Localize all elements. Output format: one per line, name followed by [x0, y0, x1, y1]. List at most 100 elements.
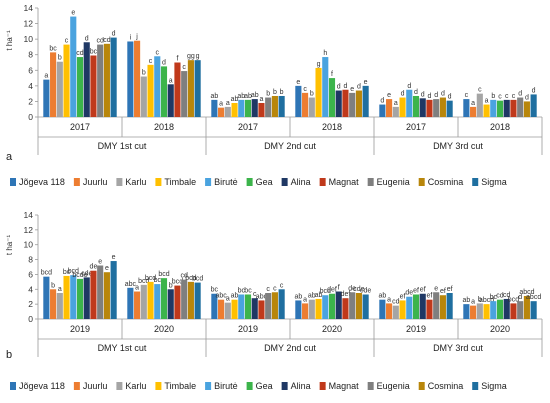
significance-letter: bc	[238, 287, 246, 294]
significance-letter: b	[273, 89, 277, 96]
year-label: 2020	[490, 324, 510, 334]
significance-letter: c	[266, 286, 270, 293]
bar	[265, 293, 272, 319]
bar	[43, 79, 50, 117]
bar	[110, 37, 117, 118]
bar	[218, 107, 225, 117]
significance-letter: a	[260, 96, 264, 103]
bar	[50, 289, 57, 319]
significance-letter: abc	[256, 293, 268, 300]
bar	[446, 100, 453, 117]
significance-letter: ef	[427, 293, 433, 300]
significance-letter: bc	[211, 287, 219, 294]
y-tick-label: 6	[28, 65, 33, 75]
bar	[147, 281, 154, 319]
year-label: 2019	[406, 324, 426, 334]
bar	[463, 304, 470, 319]
bar	[154, 56, 161, 117]
bar	[244, 294, 252, 319]
bar	[63, 44, 70, 117]
significance-letter: d	[518, 91, 522, 98]
y-tick-label: 6	[28, 269, 33, 279]
y-tick-label: 14	[24, 3, 34, 13]
bar	[97, 44, 104, 117]
bar	[70, 275, 77, 319]
bar	[187, 281, 194, 319]
bar	[362, 294, 369, 319]
significance-letter: a	[303, 296, 307, 303]
y-tick-label: 2	[28, 299, 33, 309]
bar	[328, 293, 336, 319]
bar	[510, 99, 517, 117]
legend-swatch	[246, 178, 253, 186]
significance-letter: d	[532, 87, 536, 94]
significance-letter: a	[226, 296, 230, 303]
significance-letter: h	[323, 50, 327, 57]
y-tick-label: 4	[28, 284, 33, 294]
legend-label: Timbale	[164, 177, 196, 187]
legend-swatch	[73, 178, 80, 186]
year-label: 2019	[70, 324, 90, 334]
legend-label: Magnat	[329, 381, 360, 391]
bar	[439, 295, 446, 319]
bar	[140, 76, 147, 117]
bar	[160, 66, 168, 117]
bar	[439, 97, 446, 117]
significance-letter: abcd	[519, 289, 534, 296]
significance-letter: ab	[237, 93, 245, 100]
significance-letter: a	[387, 296, 391, 303]
bar	[490, 301, 497, 319]
y-tick-label: 0	[28, 112, 33, 122]
bar	[76, 278, 84, 319]
bar	[355, 293, 362, 319]
significance-letter: cd	[76, 50, 84, 57]
significance-letter: bc	[490, 294, 498, 301]
significance-letter: cd	[96, 38, 104, 45]
bar	[224, 106, 231, 117]
significance-letter: ef	[400, 293, 406, 300]
significance-letter: a	[44, 73, 48, 80]
bar	[265, 97, 272, 117]
significance-letter: bcd	[185, 275, 196, 282]
bar	[392, 305, 399, 319]
bar	[503, 99, 510, 117]
bar	[251, 99, 258, 117]
bar	[530, 301, 537, 319]
y-tick-label: 12	[24, 225, 34, 235]
legend-label: Alina	[291, 177, 311, 187]
significance-letter: d	[428, 93, 432, 100]
significance-letter: d	[448, 94, 452, 101]
significance-letter: f	[338, 285, 340, 292]
legend-label: Juurlu	[83, 177, 108, 187]
year-label: 2020	[154, 324, 174, 334]
bar	[335, 291, 342, 319]
bar	[97, 265, 104, 319]
significance-letter: d	[421, 91, 425, 98]
bar	[355, 90, 362, 117]
cut-label: DMY 1st cut	[98, 343, 147, 353]
year-label: 2018	[490, 122, 510, 132]
bar	[231, 299, 238, 319]
bar	[523, 295, 530, 319]
bar	[174, 285, 181, 319]
legend-label: Karlu	[125, 177, 146, 187]
legend-swatch	[367, 382, 374, 390]
significance-letter: d	[525, 94, 529, 101]
bar	[103, 272, 110, 319]
significance-letter: bcd	[68, 268, 79, 275]
legend-swatch	[418, 178, 425, 186]
bar	[174, 62, 181, 117]
significance-letter: e	[387, 92, 391, 99]
significance-letter: f	[331, 71, 333, 78]
y-tick-label: 10	[24, 240, 34, 250]
bar	[147, 64, 154, 117]
legend-swatch	[472, 178, 479, 186]
bar	[496, 299, 504, 319]
bar	[295, 85, 302, 117]
year-label: 2018	[322, 122, 342, 132]
legend-swatch	[246, 382, 253, 390]
significance-letter: e	[364, 79, 368, 86]
bar	[503, 298, 510, 319]
bar	[90, 55, 97, 117]
